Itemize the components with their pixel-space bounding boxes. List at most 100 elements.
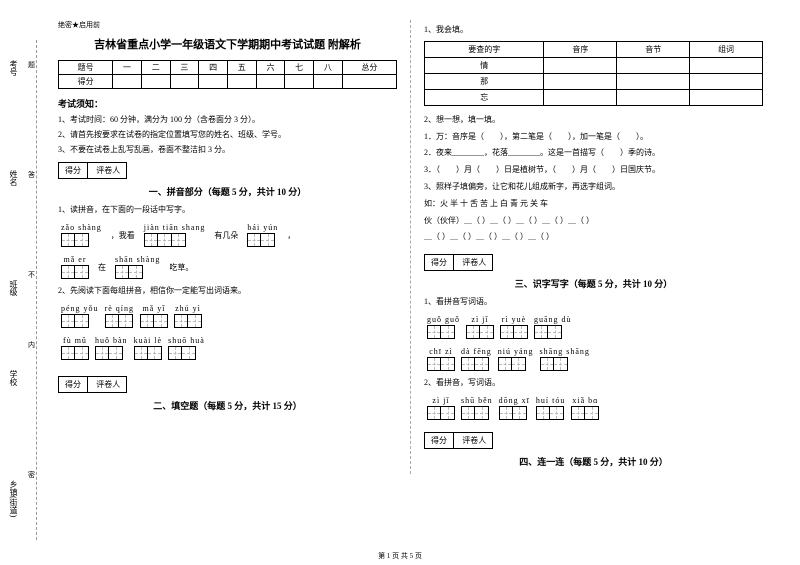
table-cell[interactable] (544, 89, 617, 105)
char-grid-block: dōng xī (499, 396, 530, 420)
char-cell[interactable] (513, 406, 527, 420)
char-cell[interactable] (144, 233, 158, 247)
char-cell[interactable] (247, 233, 261, 247)
table-cell[interactable] (544, 57, 617, 73)
char-cell[interactable] (75, 346, 89, 360)
char-cell[interactable] (148, 346, 162, 360)
table-cell[interactable] (113, 75, 142, 89)
char-cell[interactable] (466, 325, 480, 339)
char-cell[interactable] (536, 406, 550, 420)
question-text: 1、读拼音，在下面的一段话中写字。 (58, 204, 397, 217)
char-cell[interactable] (95, 346, 109, 360)
char-cell[interactable] (75, 265, 89, 279)
page-footer: 第 1 页 共 5 页 (0, 551, 800, 561)
pinyin-row: guǒ guǒ zì jǐ rì yuè guāng dù (424, 313, 763, 341)
table-row: 忘 (425, 89, 763, 105)
char-cell[interactable] (168, 346, 182, 360)
binding-dashed-line (36, 40, 37, 540)
pinyin-label: mǎ yǐ (140, 304, 168, 313)
table-cell[interactable] (285, 75, 314, 89)
table-cell: 得分 (59, 75, 113, 89)
char-cell[interactable] (182, 346, 196, 360)
char-cell[interactable] (499, 406, 513, 420)
pinyin-label: rì yuè (500, 315, 528, 324)
char-cell[interactable] (441, 357, 455, 371)
table-header: 八 (314, 61, 343, 75)
table-header: 一 (113, 61, 142, 75)
char-cell[interactable] (514, 325, 528, 339)
pinyin-label: shū běn (461, 396, 493, 405)
char-cell[interactable] (475, 406, 489, 420)
char-cell[interactable] (540, 357, 554, 371)
char-cell[interactable] (475, 357, 489, 371)
table-cell[interactable] (342, 75, 396, 89)
char-cell[interactable] (134, 346, 148, 360)
char-cell[interactable] (461, 357, 475, 371)
char-cell[interactable] (427, 325, 441, 339)
char-cell[interactable] (154, 314, 168, 328)
table-cell[interactable] (690, 57, 763, 73)
seal-char: 答 (28, 170, 35, 180)
char-cell[interactable] (571, 406, 585, 420)
char-cell[interactable] (61, 265, 75, 279)
pinyin-label: rè qíng (105, 304, 134, 313)
table-cell[interactable] (199, 75, 228, 89)
char-grid-block: shān shàng (115, 255, 160, 279)
char-cell[interactable] (261, 233, 275, 247)
table-cell[interactable] (617, 73, 690, 89)
char-cell[interactable] (174, 314, 188, 328)
char-cell[interactable] (500, 325, 514, 339)
char-cell[interactable] (119, 314, 133, 328)
table-cell[interactable] (170, 75, 199, 89)
char-cell[interactable] (585, 406, 599, 420)
char-grid-block: zǎo shàng (61, 223, 102, 247)
char-cell[interactable] (550, 406, 564, 420)
table-cell[interactable] (227, 75, 256, 89)
char-grid-block: huí tóu (536, 396, 565, 420)
char-grid-block: xiǎ bɑ (571, 396, 599, 420)
char-cell[interactable] (61, 314, 75, 328)
char-grid-block: dà fēng (461, 347, 492, 371)
char-cell[interactable] (427, 357, 441, 371)
char-cell[interactable] (534, 325, 548, 339)
pinyin-label: zhú yì (174, 304, 202, 313)
table-cell[interactable] (617, 89, 690, 105)
pinyin-label: jiàn tiān shang (144, 223, 206, 232)
section-1-title: 一、拼音部分（每题 5 分，共计 10 分） (58, 185, 397, 198)
char-cell[interactable] (140, 314, 154, 328)
table-cell[interactable] (690, 89, 763, 105)
char-cell[interactable] (441, 325, 455, 339)
table-cell[interactable] (141, 75, 170, 89)
connector-text: ， (287, 230, 295, 241)
char-cell[interactable] (427, 406, 441, 420)
char-grid-block: huǒ bàn (95, 336, 128, 360)
table-header: 二 (141, 61, 170, 75)
table-cell[interactable] (256, 75, 285, 89)
right-column: 1、我会填。 要查的字 音序 音节 组词 情 那 忘 2、想一想，填一填。 1．… (416, 20, 771, 474)
char-cell[interactable] (461, 406, 475, 420)
char-cell[interactable] (109, 346, 123, 360)
char-cell[interactable] (158, 233, 172, 247)
char-cell[interactable] (75, 314, 89, 328)
pinyin-label: kuài lè (134, 336, 163, 345)
char-cell[interactable] (172, 233, 186, 247)
char-cell[interactable] (554, 357, 568, 371)
char-cell[interactable] (480, 325, 494, 339)
seal-char: 不 (28, 270, 35, 280)
char-cell[interactable] (129, 265, 143, 279)
char-cell[interactable] (498, 357, 512, 371)
char-cell[interactable] (548, 325, 562, 339)
char-cell[interactable] (115, 265, 129, 279)
table-cell[interactable] (690, 73, 763, 89)
char-cell[interactable] (512, 357, 526, 371)
char-grid-block: fù mǔ (61, 336, 89, 360)
char-cell[interactable] (61, 233, 75, 247)
char-cell[interactable] (75, 233, 89, 247)
table-cell[interactable] (617, 57, 690, 73)
char-cell[interactable] (61, 346, 75, 360)
char-cell[interactable] (105, 314, 119, 328)
char-cell[interactable] (188, 314, 202, 328)
table-cell[interactable] (314, 75, 343, 89)
table-cell[interactable] (544, 73, 617, 89)
char-cell[interactable] (441, 406, 455, 420)
